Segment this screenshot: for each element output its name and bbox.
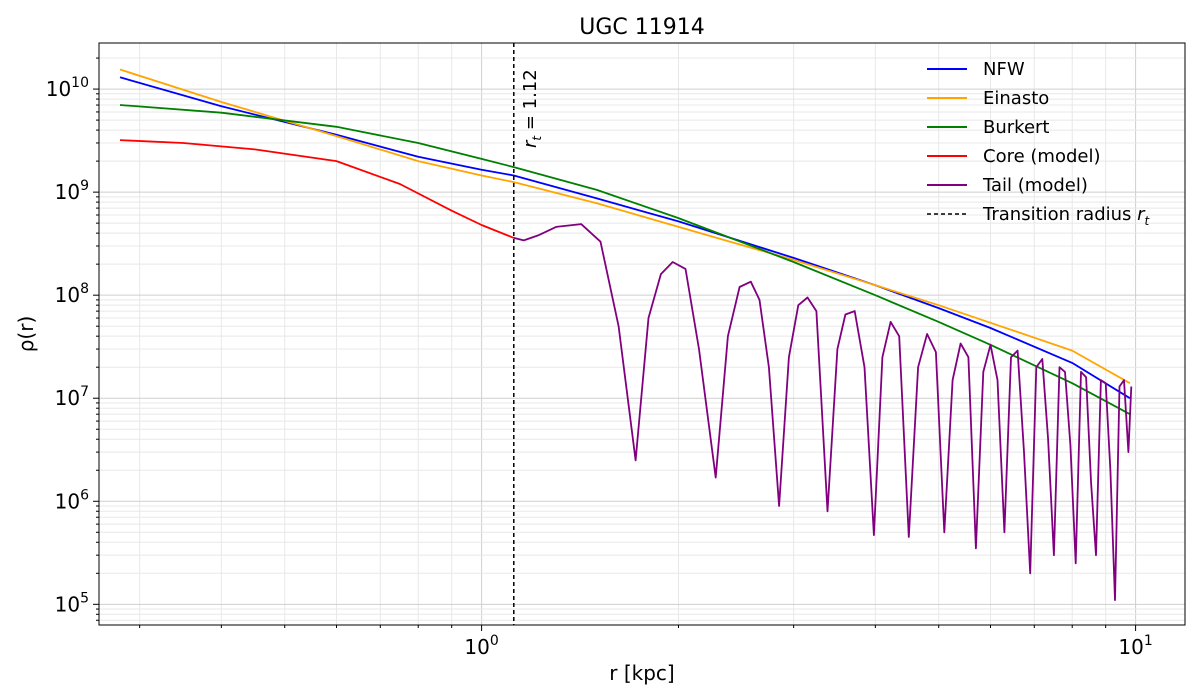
y-axis: 105 106 107 108 109 1010	[46, 57, 99, 621]
y-tick-label: 106	[55, 487, 89, 513]
legend-label: Burkert	[983, 117, 1049, 138]
y-tick-label: 105	[55, 590, 89, 616]
x-tick-label: 100	[464, 633, 498, 659]
plot-area	[119, 68, 1133, 601]
y-tick-label: 1010	[46, 75, 89, 101]
y-tick-label: 107	[55, 384, 89, 410]
transition-annotation: rt = 1.12	[513, 43, 544, 625]
x-axis-label: r [kpc]	[609, 661, 674, 685]
legend-label: NFW	[983, 59, 1025, 80]
legend-label: Transition radius rt	[982, 204, 1151, 228]
series-line-tail-model	[513, 223, 1133, 601]
chart-title: UGC 11914	[579, 15, 705, 40]
legend-label: Tail (model)	[982, 175, 1088, 196]
legend: NFW Einasto Burkert Core (model) Tail (model…	[927, 59, 1151, 228]
y-axis-label: ρ(r)	[14, 316, 38, 353]
series-line-einasto	[119, 68, 1131, 384]
y-tick-label: 108	[55, 281, 89, 307]
transition-radius-annotation: rt = 1.12	[520, 69, 544, 148]
series-line-core-model	[119, 139, 515, 239]
legend-label: Einasto	[983, 88, 1049, 109]
series-line-nfw	[119, 76, 1131, 399]
plot-frame	[98, 42, 1186, 626]
legend-label: Core (model)	[983, 146, 1100, 167]
x-tick-label: 101	[1118, 633, 1152, 659]
y-tick-label: 109	[55, 178, 89, 204]
series-line-burkert	[119, 104, 1131, 415]
x-axis: 100 101	[139, 625, 1153, 659]
